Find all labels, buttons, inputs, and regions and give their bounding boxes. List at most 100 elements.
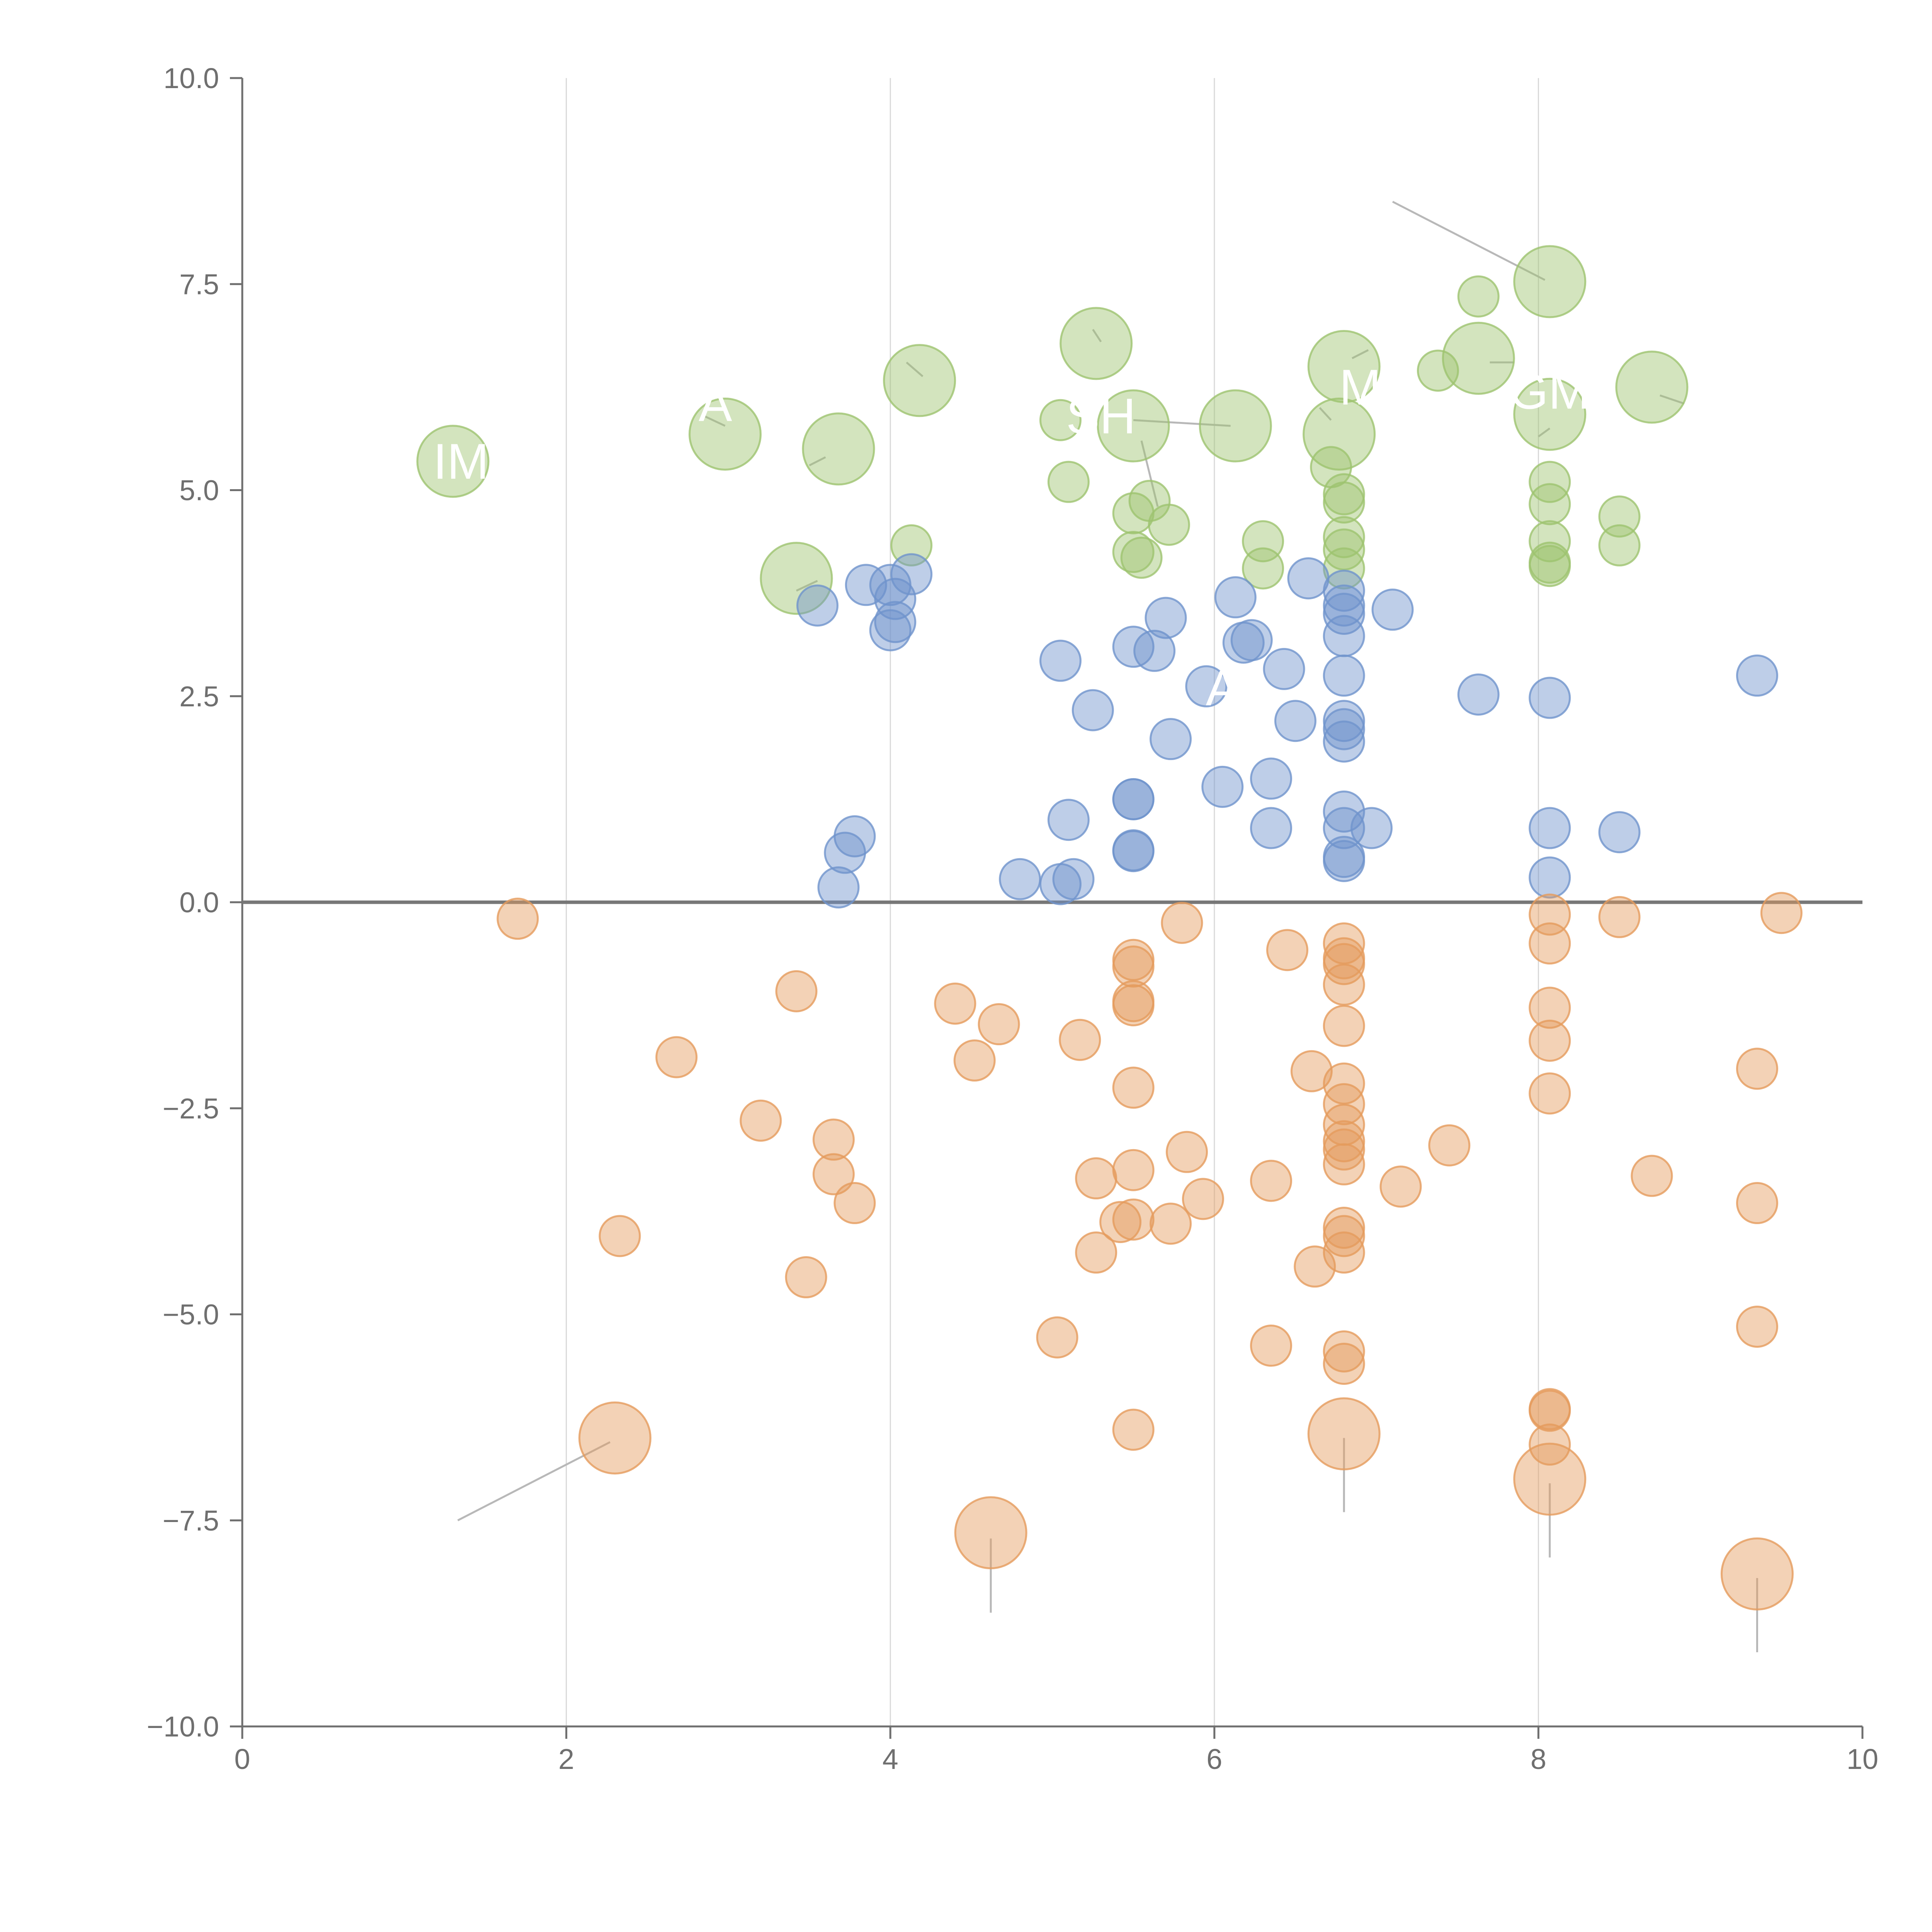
- green-bubble: [1513, 245, 1587, 318]
- y-tick-label: −7.5: [163, 1505, 219, 1537]
- green-bubble: [1457, 275, 1500, 318]
- orange-bubble: [497, 898, 539, 940]
- orange-bubble: [785, 1256, 827, 1299]
- orange-bubble: [1323, 1330, 1365, 1372]
- orange-bubble: [1323, 1143, 1365, 1185]
- green-bubble: [883, 344, 956, 417]
- blue-bubble: [874, 578, 917, 620]
- orange-bubble: [1036, 1316, 1078, 1359]
- y-tick-label: 0.0: [179, 886, 219, 918]
- orange-bubble: [1529, 1072, 1571, 1115]
- orange-bubble: [954, 1496, 1027, 1570]
- green-bubble: [1039, 399, 1082, 441]
- orange-bubble: [740, 1099, 782, 1142]
- label-connector: [1660, 394, 1685, 405]
- orange-bubble: [1250, 1325, 1293, 1367]
- orange-bubble: [1266, 929, 1308, 971]
- orange-bubble: [953, 1039, 996, 1082]
- blue-bubble: [1529, 807, 1571, 849]
- axes: 0 2 4 6 8 10 −10.0 −7.5 −5.0 −2.5 0.0 2.5 5.0 7.5 10.0: [147, 62, 1878, 1775]
- green-bubble: [1303, 397, 1376, 471]
- green-bubble: [1529, 483, 1571, 526]
- orange-bubble: [1323, 1128, 1365, 1171]
- blue-bubble: [1323, 654, 1365, 697]
- orange-bubble: [1736, 1305, 1778, 1348]
- blue-bubble: [1112, 829, 1155, 872]
- blue-bubble: [1133, 629, 1176, 672]
- orange-bubble: [812, 1118, 855, 1161]
- blue-bubble: [1371, 588, 1414, 631]
- bubble-label: A: [1206, 660, 1239, 716]
- blue-bubble: [1598, 811, 1641, 854]
- orange-bubble: [1529, 1019, 1571, 1062]
- green-bubble: [1615, 350, 1689, 424]
- orange-bubble: [1075, 1157, 1117, 1200]
- orange-bubble: [1166, 1131, 1208, 1173]
- green-bubble: [1242, 547, 1284, 590]
- orange-bubble: [1513, 1442, 1587, 1516]
- blue-bubble: [1274, 700, 1316, 742]
- y-tick-label: −10.0: [147, 1711, 219, 1743]
- blue-bubble: [1736, 654, 1778, 697]
- bubble-labels: IM A SH M GM A: [433, 359, 1590, 716]
- green-bubble: [1148, 503, 1190, 546]
- label-connector: [906, 361, 923, 378]
- orange-bubble: [1323, 1342, 1365, 1385]
- label-connector: [809, 456, 826, 466]
- blue-bubble: [817, 866, 860, 909]
- orange-bubble: [599, 1215, 641, 1257]
- green-bubble: [689, 397, 762, 471]
- orange-bubble: [833, 1182, 876, 1225]
- y-tick-label: 7.5: [179, 268, 219, 300]
- blue-bubble: [1457, 673, 1500, 716]
- blue-bubble: [824, 832, 866, 874]
- orange-bubble: [1075, 1231, 1117, 1274]
- orange-bubble: [1112, 945, 1155, 988]
- x-tick-label: 10: [1847, 1743, 1878, 1775]
- label-connector: [1319, 407, 1332, 421]
- green-bubble: [1417, 349, 1459, 392]
- orange-bubble: [1112, 984, 1155, 1027]
- bubble-label: GM: [1509, 363, 1590, 420]
- green-bubble: [1529, 461, 1571, 503]
- blue-bubble: [1185, 665, 1228, 707]
- blue-bubble: [869, 609, 912, 651]
- green-bubble: [1097, 389, 1170, 463]
- blue-bubble: [1529, 677, 1571, 719]
- blue-bubble: [1263, 648, 1305, 690]
- green-bubble: [890, 524, 933, 566]
- orange-bubble: [1598, 896, 1641, 938]
- orange-bubble: [1736, 1048, 1778, 1090]
- orange-bubble: [1529, 1389, 1571, 1432]
- blue-bubble: [1214, 576, 1257, 619]
- bubble-label: M: [1339, 359, 1381, 415]
- bubble-label: IM: [433, 433, 489, 490]
- green-bubble: [1060, 307, 1133, 380]
- blue-bubble: [1071, 689, 1114, 731]
- blue-bubble: [1250, 757, 1293, 800]
- orange-bubble: [934, 982, 976, 1025]
- label-connectors: [457, 201, 1758, 1653]
- blue-bubble: [1323, 708, 1365, 750]
- orange-bubble: [1379, 1165, 1422, 1208]
- orange-bubble: [1112, 1198, 1155, 1241]
- blue-bubble: [1250, 807, 1293, 849]
- orange-bubble: [1112, 1149, 1155, 1191]
- orange-bubble: [1112, 1066, 1155, 1109]
- green-bubble: [1598, 524, 1641, 566]
- blue-bubble: [1323, 615, 1365, 657]
- green-bubble: [1047, 461, 1090, 503]
- blue-bubble: [1052, 858, 1095, 900]
- blue-bubble: [1039, 639, 1082, 682]
- blue-bubble: [999, 858, 1041, 900]
- green-bubble: [1323, 528, 1365, 571]
- label-connector: [1133, 419, 1231, 427]
- green-bubble: [1199, 389, 1272, 463]
- blue-bubble: [1145, 597, 1187, 639]
- green-bubble: [1323, 481, 1365, 524]
- orange-bubble: [1529, 986, 1571, 1029]
- green-bubble: [1323, 547, 1365, 590]
- orange-bubble: [978, 1003, 1020, 1046]
